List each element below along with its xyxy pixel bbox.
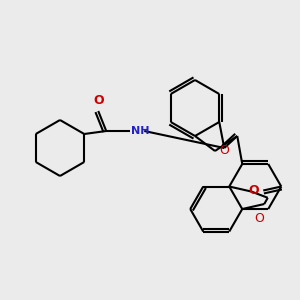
Text: NH: NH [131,126,150,136]
Text: O: O [93,94,104,107]
Text: O: O [254,212,264,225]
Text: O: O [249,184,259,197]
Text: O: O [219,145,229,158]
